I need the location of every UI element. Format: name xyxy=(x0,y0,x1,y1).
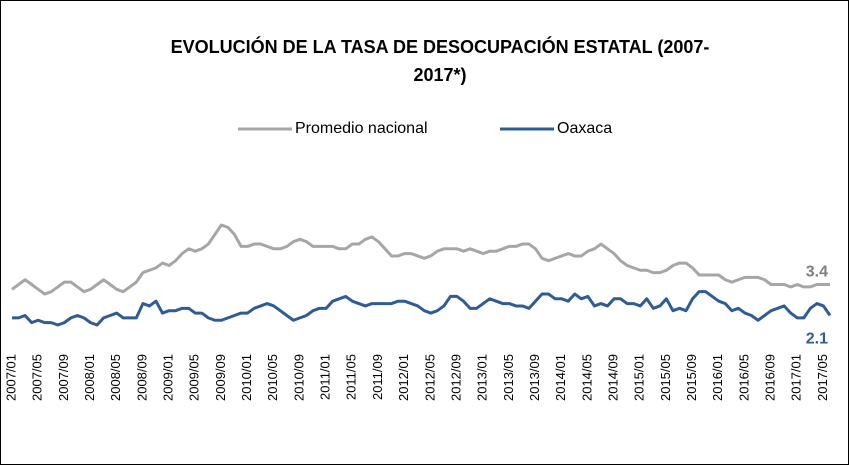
legend-label: Promedio nacional xyxy=(295,120,428,137)
legend-label: Oaxaca xyxy=(557,120,612,137)
x-tick-label: 2012/01 xyxy=(396,354,411,401)
x-tick-label: 2014/01 xyxy=(553,354,568,401)
x-tick-label: 2017/05 xyxy=(815,354,830,401)
x-tick-label: 2011/05 xyxy=(344,354,359,400)
x-tick-label: 2010/09 xyxy=(291,354,306,401)
x-tick-label: 2013/09 xyxy=(527,354,542,401)
x-tick-label: 2013/01 xyxy=(475,354,490,401)
x-tick-label: 2008/09 xyxy=(134,354,149,401)
x-tick-label: 2009/05 xyxy=(187,354,202,401)
x-tick-label: 2009/09 xyxy=(213,354,228,401)
x-tick-label: 2012/05 xyxy=(422,354,437,401)
x-tick-label: 2013/05 xyxy=(501,354,516,401)
chart-title: 2017*) xyxy=(413,65,466,85)
chart-title: EVOLUCIÓN DE LA TASA DE DESOCUPACIÓN EST… xyxy=(171,36,710,57)
x-tick-label: 2015/01 xyxy=(632,354,647,401)
end-value-label: 2.1 xyxy=(806,331,828,348)
x-tick-label: 2016/05 xyxy=(736,354,751,401)
x-tick-label: 2014/09 xyxy=(605,354,620,401)
x-tick-label: 2008/05 xyxy=(108,354,123,401)
x-tick-label: 2007/01 xyxy=(3,354,18,401)
x-tick-label: 2009/01 xyxy=(160,354,175,401)
x-tick-label: 2015/05 xyxy=(658,354,673,401)
x-tick-label: 2015/09 xyxy=(684,354,699,401)
x-tick-label: 2016/09 xyxy=(763,354,778,401)
x-tick-label: 2016/01 xyxy=(710,354,725,401)
series-line xyxy=(11,223,830,296)
x-tick-label: 2007/05 xyxy=(30,354,45,401)
x-tick-label: 2012/09 xyxy=(448,354,463,401)
x-tick-label: 2011/09 xyxy=(370,354,385,400)
x-tick-label: 2017/01 xyxy=(789,354,804,401)
x-tick-label: 2011/01 xyxy=(318,354,333,400)
x-tick-label: 2008/01 xyxy=(82,354,97,401)
x-tick-label: 2007/09 xyxy=(56,354,71,401)
x-tick-label: 2010/05 xyxy=(265,354,280,401)
series-line xyxy=(12,290,832,327)
x-tick-label: 2014/05 xyxy=(579,354,594,401)
end-value-label: 3.4 xyxy=(806,264,828,281)
x-tick-label: 2010/01 xyxy=(239,354,254,401)
